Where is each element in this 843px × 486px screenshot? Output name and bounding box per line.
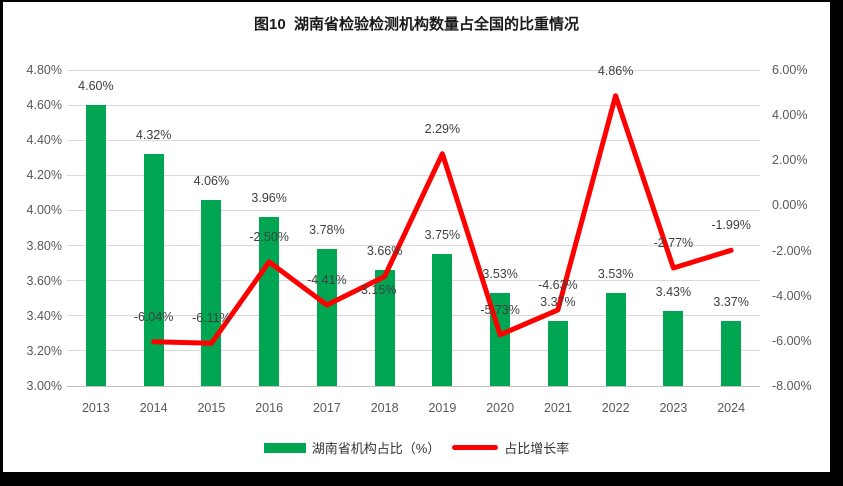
left-axis-tick-label: 4.20% [26, 168, 62, 183]
bar [85, 105, 106, 386]
x-axis-year-label: 2013 [81, 401, 110, 415]
right-axis-tick-label: 4.00% [772, 108, 808, 123]
left-axis-tick-label: 3.00% [26, 379, 62, 393]
legend-item: 湖南省机构占比（%） [263, 438, 441, 457]
bar [605, 292, 626, 386]
chart-title: 图10 湖南省检验检测机构数量占全国的比重情况 [253, 16, 580, 33]
left-axis-tick-label: 4.00% [26, 203, 62, 218]
x-axis-year-label: 2015 [197, 401, 226, 415]
bar-value-label: 3.37% [713, 295, 749, 310]
line-value-label: 2.29% [424, 121, 461, 136]
grid-line [67, 350, 760, 352]
bar [432, 254, 453, 386]
grid-line [67, 104, 760, 106]
bar-value-label: 4.60% [78, 79, 114, 94]
right-axis-tick-label: 0.00% [772, 198, 808, 213]
bar [316, 249, 337, 386]
bar-value-label: 4.32% [135, 128, 172, 143]
x-axis-year-label: 2019 [428, 401, 457, 415]
left-axis-tick-label: 3.60% [26, 273, 62, 288]
bar [721, 321, 742, 386]
left-axis-tick-label: 4.40% [26, 133, 62, 148]
right-axis-tick-label: -6.00% [772, 333, 812, 348]
bar-value-label: 3.75% [424, 228, 461, 243]
chart-canvas [3, 2, 830, 472]
legend-label: 占比增长率 [504, 441, 570, 456]
bar-value-label: 3.96% [251, 191, 287, 206]
grid-line [67, 209, 760, 211]
x-axis-year-label: 2023 [659, 401, 688, 415]
right-axis-tick-label: -2.00% [772, 243, 812, 258]
line-value-label: -4.63% [538, 277, 578, 292]
legend-label: 湖南省机构占比（%） [311, 441, 441, 456]
line-value-label: -5.73% [480, 302, 520, 317]
bar-value-label: 4.06% [193, 173, 230, 188]
x-axis-year-label: 2014 [139, 401, 168, 415]
x-axis-year-label: 2022 [601, 401, 630, 415]
bar-value-label: 3.78% [309, 223, 345, 238]
left-axis-tick-label: 3.80% [26, 238, 62, 253]
left-axis-tick-label: 3.20% [26, 343, 62, 358]
line-value-label: -6.04% [133, 309, 174, 324]
right-axis-tick-label: -8.00% [772, 379, 812, 393]
legend-bar-swatch [263, 442, 306, 453]
bar-value-label: 3.66% [366, 244, 403, 259]
x-axis-year-label: 2018 [370, 401, 399, 415]
legend: 湖南省机构占比（%） 占比增长率 [3, 438, 830, 457]
right-axis-tick-label: -4.00% [772, 288, 812, 303]
legend-line-swatch [452, 445, 499, 450]
line-value-label: -4.41% [307, 272, 347, 287]
bar-value-label: 3.37% [540, 295, 576, 310]
bar-value-label: 3.43% [655, 284, 692, 299]
left-axis-tick-label: 4.80% [26, 63, 62, 77]
right-axis-tick-label: 2.00% [772, 153, 808, 168]
line-value-label: -6.11% [192, 311, 231, 326]
x-axis-year-label: 2020 [486, 401, 515, 415]
right-axis-tick-label: 6.00% [772, 63, 808, 77]
line-value-label: -3.15% [356, 282, 397, 297]
bar [201, 199, 222, 386]
grid-line [67, 174, 760, 176]
line-value-label: -1.99% [711, 218, 751, 233]
bar [143, 154, 164, 386]
left-axis-tick-label: 4.60% [26, 98, 62, 113]
x-axis-year-label: 2017 [312, 401, 341, 415]
line-value-label: 4.86% [597, 63, 634, 78]
x-axis-year-label: 2024 [717, 401, 746, 415]
x-axis-year-label: 2016 [255, 401, 284, 415]
bar [663, 310, 684, 386]
x-axis-year-label: 2021 [543, 401, 572, 415]
x-axis-line [67, 385, 760, 387]
line-value-label: -2.77% [653, 235, 694, 250]
left-axis-tick-label: 3.40% [26, 308, 62, 323]
legend-item: 占比增长率 [452, 438, 569, 457]
line-value-label: -2.50% [249, 229, 289, 244]
bar-value-label: 3.53% [482, 266, 518, 281]
bar [547, 321, 568, 386]
grid-line [67, 280, 760, 282]
grid-line [67, 69, 760, 71]
bar-value-label: 3.53% [597, 266, 634, 281]
